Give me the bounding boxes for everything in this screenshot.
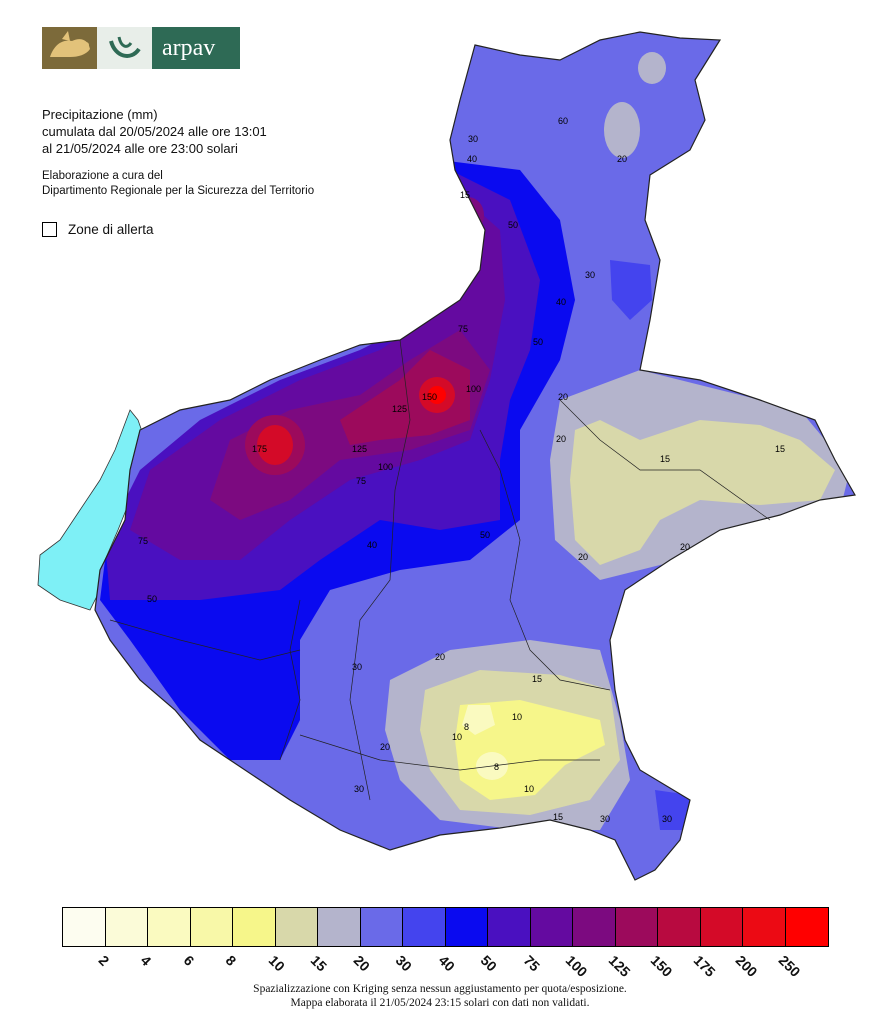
scale-tick-label: 250 — [775, 952, 804, 980]
contour-label: 10 — [524, 784, 534, 794]
period-start: cumulata dal 20/05/2024 alle ore 13:01 — [42, 124, 267, 139]
scale-cell — [743, 908, 786, 946]
scale-cell — [360, 908, 403, 946]
scale-tick-label: 100 — [562, 952, 591, 980]
scale-cell — [658, 908, 701, 946]
scale-cell — [488, 908, 531, 946]
contour-label: 150 — [422, 392, 437, 402]
contour-label: 100 — [466, 384, 481, 394]
credit-line-2: Dipartimento Regionale per la Sicurezza … — [42, 184, 315, 197]
contour-label: 30 — [468, 134, 478, 144]
scale-tick-label: 20 — [350, 952, 373, 975]
contour-label: 60 — [558, 116, 568, 126]
contour-label: 75 — [458, 324, 468, 334]
contour-label: 50 — [508, 220, 518, 230]
color-scale-ticks: 2 4 6 8 10 15 20 30 40 50 75 100 125 150 175 200 250 — [62, 946, 828, 982]
contour-label: 40 — [467, 154, 477, 164]
scale-cell — [573, 908, 616, 946]
scale-cell — [615, 908, 658, 946]
scale-tick-label: 125 — [605, 952, 634, 980]
contour-label: 15 — [460, 190, 470, 200]
contour-label: 30 — [600, 814, 610, 824]
province-boundaries — [109, 339, 771, 801]
contour-label: 125 — [352, 444, 367, 454]
period-end: al 21/05/2024 alle ore 23:00 solari — [42, 141, 238, 156]
scale-tick-label: 150 — [647, 952, 676, 980]
contour-label: 30 — [585, 270, 595, 280]
contour-label: 100 — [378, 462, 393, 472]
contour-label: 8 — [464, 722, 469, 732]
contour-label: 30 — [352, 662, 362, 672]
contour-label: 20 — [680, 542, 690, 552]
arpav-logo: arpav — [42, 27, 240, 69]
winged-lion-icon — [42, 27, 97, 69]
contour-label: 40 — [556, 297, 566, 307]
scale-cell — [148, 908, 191, 946]
contour-label: 125 — [392, 404, 407, 414]
scale-tick-label: 40 — [435, 952, 458, 975]
scale-tick-label: 2 — [95, 952, 113, 969]
brand-name: arpav — [152, 27, 240, 69]
contour-label: 20 — [556, 434, 566, 444]
contour-label: 75 — [138, 536, 148, 546]
contour-label: 50 — [480, 530, 490, 540]
alert-zones-checkbox[interactable] — [42, 222, 57, 237]
contour-label: 20 — [617, 154, 627, 164]
footer-line-2: Mappa elaborata il 21/05/2024 23:15 sola… — [290, 997, 590, 1009]
scale-cell — [190, 908, 233, 946]
scale-cell — [63, 908, 106, 946]
scale-cell — [445, 908, 488, 946]
scale-tick-label: 4 — [137, 952, 155, 969]
map-info: Precipitazione (mm) cumulata dal 20/05/2… — [42, 106, 314, 198]
contour-label: 75 — [356, 476, 366, 486]
scale-cell — [530, 908, 573, 946]
alert-zones-toggle[interactable]: Zone di allerta — [42, 222, 154, 237]
scale-cell — [318, 908, 361, 946]
contour-label: 15 — [660, 454, 670, 464]
footer-line-1: Spazializzazione con Kriging senza nessu… — [253, 983, 627, 995]
contour-label: 30 — [662, 814, 672, 824]
scale-tick-label: 8 — [222, 952, 240, 969]
contour-label: 175 — [252, 444, 267, 454]
contour-label: 15 — [775, 444, 785, 454]
scale-cell — [275, 908, 318, 946]
contour-label: 20 — [558, 392, 568, 402]
contour-label: 50 — [147, 594, 157, 604]
contour-label: 15 — [553, 812, 563, 822]
contour-label: 40 — [367, 540, 377, 550]
scale-tick-label: 75 — [520, 952, 543, 975]
scale-tick-label: 15 — [307, 952, 331, 975]
scale-cell — [700, 908, 743, 946]
contour-label: 50 — [533, 337, 543, 347]
color-scale — [62, 907, 829, 947]
credit-line-1: Elaborazione a cura del — [42, 170, 163, 182]
contour-label: 20 — [578, 552, 588, 562]
scale-tick-label: 10 — [265, 952, 288, 975]
contour-label: 20 — [380, 742, 390, 752]
contour-label: 10 — [452, 732, 462, 742]
map-title: Precipitazione (mm) — [42, 107, 158, 122]
scale-cell — [233, 908, 276, 946]
contour-label: 10 — [512, 712, 522, 722]
contour-label: 15 — [532, 674, 542, 684]
scale-tick-label: 175 — [690, 952, 719, 980]
contour-label: 20 — [435, 652, 445, 662]
scale-cell — [105, 908, 148, 946]
contour-label: 8 — [494, 762, 499, 772]
scale-tick-label: 6 — [180, 952, 198, 969]
scale-tick-label: 50 — [477, 952, 501, 975]
scale-tick-label: 200 — [732, 952, 761, 980]
contour-label: 30 — [354, 784, 364, 794]
region-border — [94, 31, 856, 881]
scale-cell — [785, 908, 828, 946]
alert-zones-label: Zone di allerta — [68, 222, 154, 237]
scale-tick-label: 30 — [392, 952, 416, 975]
scale-cell — [403, 908, 446, 946]
swirl-icon — [97, 27, 152, 69]
